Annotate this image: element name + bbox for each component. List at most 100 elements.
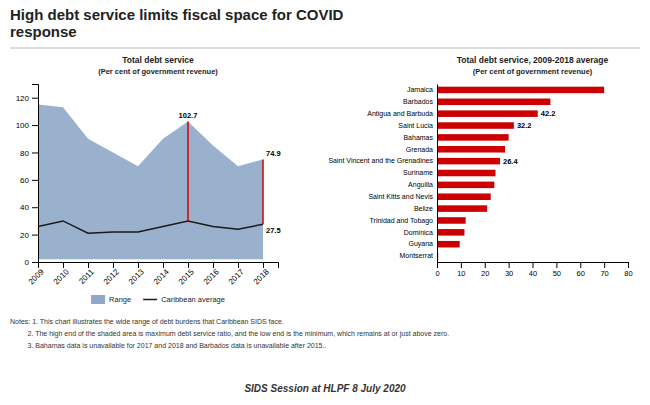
- x-tick-label: 10: [457, 269, 465, 278]
- y-tick: Jamaica: [407, 86, 433, 93]
- bar: [437, 241, 460, 248]
- note: 2. The high end of the shaded area is ma…: [10, 330, 449, 338]
- chart-subtitle: (Per cent of government revenue): [473, 67, 593, 76]
- y-tick: Saint Vincent and the Grenadines: [328, 157, 433, 164]
- bar: [437, 87, 604, 94]
- bar: [437, 110, 538, 117]
- y-tick-mark: [32, 125, 38, 126]
- x-tick: 60: [577, 262, 585, 278]
- y-tick-label: Saint Lucia: [398, 122, 433, 129]
- x-tick: 2013: [127, 262, 146, 286]
- y-tick-label: Guyana: [408, 240, 433, 248]
- x-tick: 2012: [102, 262, 121, 286]
- y-tick-mark: [32, 98, 38, 99]
- y-tick-label: Belize: [414, 205, 433, 212]
- y-tick: Grenada: [406, 146, 433, 153]
- page-title-line: High debt service limits fiscal space fo…: [10, 6, 344, 23]
- x-tick-label: 80: [624, 269, 632, 278]
- x-tick-label: 2011: [77, 267, 96, 286]
- x-tick-label: 30: [505, 269, 513, 278]
- y-tick-label: 0: [25, 258, 30, 267]
- reference-line: [262, 159, 264, 224]
- chart-canvas: High debt service limits fiscal space fo…: [0, 0, 650, 405]
- bar: [437, 122, 514, 129]
- y-tick-label: 20: [20, 231, 29, 240]
- note: Notes: 1. This chart illustrates the wid…: [10, 318, 284, 326]
- y-tick: 60: [20, 176, 38, 185]
- plot-area: [38, 105, 263, 260]
- y-tick-label: Dominica: [404, 229, 433, 236]
- x-tick-label: 2017: [227, 267, 246, 286]
- y-tick-label: 80: [20, 149, 29, 158]
- y-tick: 120: [16, 94, 38, 103]
- y-tick: Suriname: [403, 169, 433, 176]
- x-tick: 2009: [27, 262, 46, 286]
- x-tick-label: 2018: [252, 267, 271, 286]
- y-tick: 20: [20, 231, 38, 240]
- x-tick: 2016: [202, 262, 221, 286]
- y-tick-label: 100: [16, 121, 30, 130]
- legend-swatch: [143, 299, 157, 301]
- x-tick: 70: [600, 262, 608, 278]
- annotation: 27.5: [266, 226, 281, 235]
- note: 3. Bahamas data is unavailable for 2017 …: [10, 342, 326, 349]
- y-tick-label: Saint Kitts and Nevis: [368, 193, 433, 200]
- x-tick-label: 2013: [127, 267, 146, 286]
- data-label: 32.2: [517, 121, 532, 130]
- bar: [437, 229, 464, 236]
- x-tick: 80: [624, 262, 632, 278]
- bar: [437, 217, 466, 224]
- y-tick: 0: [25, 258, 38, 267]
- y-tick: 100: [16, 121, 38, 130]
- legend-item: Range: [91, 295, 131, 304]
- y-tick-label: Anguilla: [408, 181, 433, 189]
- y-tick-label: Bahamas: [403, 134, 433, 141]
- y-axis: JamaicaBarbadosAntigua and BarbudaSaint …: [328, 85, 437, 263]
- chart-subtitle: (Per cent of government revenue): [98, 67, 218, 76]
- y-tick: Barbados: [403, 98, 433, 105]
- x-tick-label: 40: [529, 269, 537, 278]
- y-tick-label: Saint Vincent and the Grenadines: [328, 157, 433, 164]
- x-tick-label: 2014: [152, 267, 171, 286]
- y-tick: Saint Lucia: [398, 122, 433, 129]
- legend-swatch: [91, 295, 105, 304]
- x-tick: 2018: [252, 262, 271, 286]
- x-tick-mark: [485, 262, 486, 268]
- y-tick-label: 120: [16, 94, 30, 103]
- y-tick-label: Suriname: [403, 169, 433, 176]
- x-tick: 10: [457, 262, 465, 278]
- bar: [437, 205, 487, 212]
- y-tick-label: Grenada: [406, 146, 433, 153]
- bar: [437, 193, 491, 200]
- y-tick: Trinidad and Tobago: [370, 217, 434, 225]
- bar: [437, 146, 505, 153]
- bar: [437, 182, 494, 189]
- x-tick-mark: [604, 262, 605, 268]
- page-title-line: response: [10, 23, 77, 40]
- y-tick-label: 40: [20, 203, 29, 212]
- x-tick-label: 60: [577, 269, 585, 278]
- y-tick-label: Trinidad and Tobago: [370, 217, 434, 225]
- x-tick-mark: [556, 262, 557, 268]
- x-tick: 0: [435, 262, 439, 278]
- x-tick: 2014: [152, 262, 171, 286]
- y-tick: 80: [20, 149, 38, 158]
- y-tick-label: Montserrat: [400, 252, 434, 259]
- y-tick-mark: [32, 207, 38, 208]
- x-axis-line: [39, 263, 279, 269]
- x-tick-label: 2009: [27, 267, 46, 286]
- x-tick: 30: [505, 262, 513, 278]
- x-tick-label: 20: [481, 269, 489, 278]
- y-tick: Belize: [414, 205, 433, 212]
- y-axis-line: [32, 85, 39, 263]
- y-tick: Bahamas: [403, 134, 433, 141]
- chart-title: Total debt service, 2009-2018 average: [457, 55, 609, 65]
- x-tick-label: 2016: [202, 267, 221, 286]
- bar: [437, 158, 500, 165]
- y-axis-line: [437, 85, 438, 263]
- bar: [437, 99, 550, 106]
- reference-line: [187, 121, 189, 221]
- range-area: [38, 105, 263, 260]
- page-title: High debt service limits fiscal space fo…: [10, 6, 344, 40]
- x-tick-mark: [533, 262, 534, 268]
